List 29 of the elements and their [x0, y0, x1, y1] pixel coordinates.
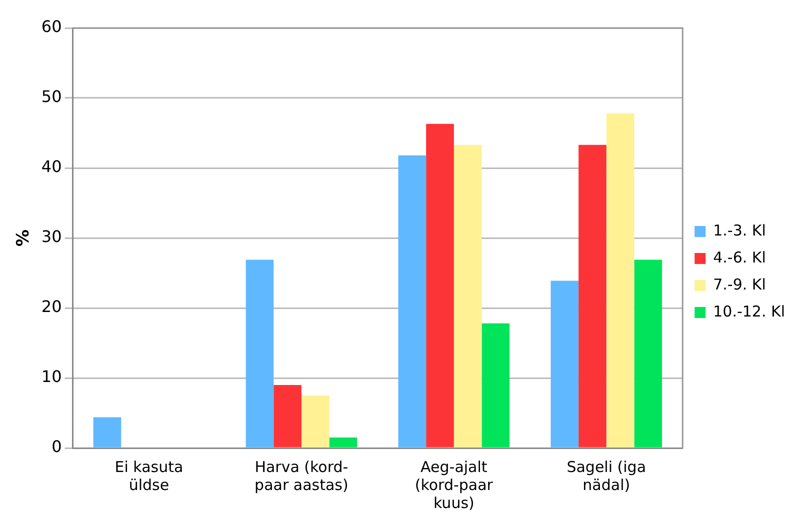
bar [426, 124, 454, 448]
y-tick-label: 30 [41, 227, 62, 246]
bar [329, 438, 358, 448]
y-tick-label: 0 [52, 437, 62, 456]
bar [550, 280, 579, 448]
legend-label: 1.-3. Kl [713, 221, 766, 240]
bar [634, 260, 662, 448]
bar [606, 113, 634, 448]
bar [398, 155, 426, 448]
legend-label: 7.-9. Kl [713, 275, 766, 294]
bar [274, 385, 302, 448]
legend-label: 4.-6. Kl [713, 248, 766, 266]
x-tick-label: Sageli (iga nädal) [566, 458, 646, 494]
x-tick-label: Harva (kord- paar aastas) [254, 458, 348, 494]
y-tick-label: 20 [41, 297, 62, 316]
y-tick-label: 50 [41, 87, 62, 106]
bar [454, 144, 482, 448]
y-tick-label: 10 [41, 367, 62, 386]
legend-label: 10.-12. Kl [713, 302, 786, 320]
bar [246, 260, 274, 448]
y-axis-title: % [14, 229, 34, 247]
bar [93, 417, 122, 448]
bar [578, 144, 606, 448]
x-tick-label: Ei kasuta üldse [114, 458, 184, 494]
bar [301, 396, 330, 448]
y-tick-label: 40 [41, 157, 62, 176]
y-tick-label: 60 [41, 17, 62, 36]
x-tick-label: Aeg-ajalt (kord-paar kuus) [414, 458, 494, 512]
bar [482, 323, 510, 448]
